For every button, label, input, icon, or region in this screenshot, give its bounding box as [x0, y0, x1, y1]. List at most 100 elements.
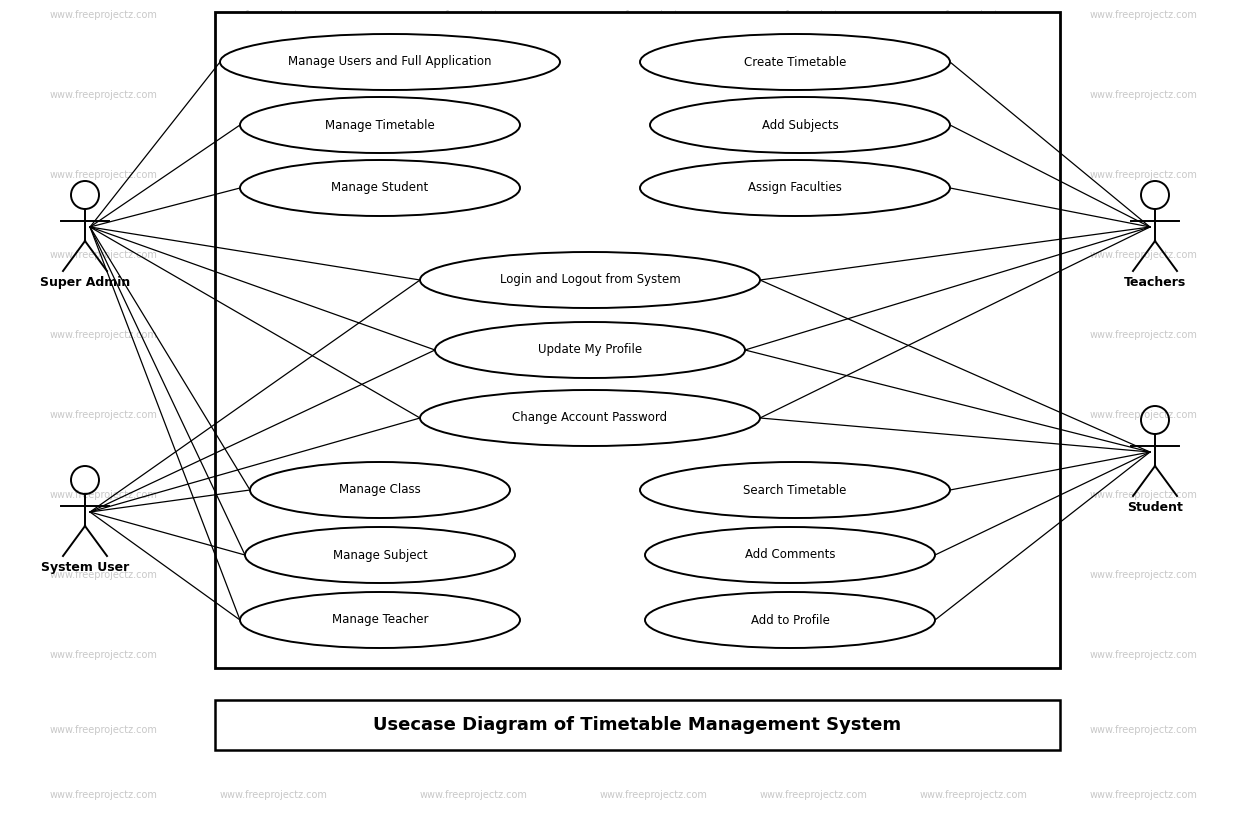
Text: www.freeprojectz.com: www.freeprojectz.com: [1090, 650, 1198, 660]
Text: www.freeprojectz.com: www.freeprojectz.com: [760, 570, 868, 580]
Text: www.freeprojectz.com: www.freeprojectz.com: [1090, 90, 1198, 100]
Text: Super Admin: Super Admin: [40, 276, 130, 289]
Text: www.freeprojectz.com: www.freeprojectz.com: [1090, 10, 1198, 20]
Text: www.freeprojectz.com: www.freeprojectz.com: [50, 90, 158, 100]
Text: www.freeprojectz.com: www.freeprojectz.com: [419, 725, 528, 735]
Text: www.freeprojectz.com: www.freeprojectz.com: [920, 790, 1028, 800]
Text: Manage Student: Manage Student: [332, 182, 428, 194]
Text: www.freeprojectz.com: www.freeprojectz.com: [600, 10, 707, 20]
Text: www.freeprojectz.com: www.freeprojectz.com: [600, 250, 707, 260]
Text: Manage Users and Full Application: Manage Users and Full Application: [288, 56, 492, 69]
Text: www.freeprojectz.com: www.freeprojectz.com: [760, 170, 868, 180]
Text: www.freeprojectz.com: www.freeprojectz.com: [600, 725, 707, 735]
Text: www.freeprojectz.com: www.freeprojectz.com: [1090, 570, 1198, 580]
Text: www.freeprojectz.com: www.freeprojectz.com: [920, 570, 1028, 580]
Text: www.freeprojectz.com: www.freeprojectz.com: [50, 490, 158, 500]
Ellipse shape: [645, 592, 935, 648]
Text: Add Subjects: Add Subjects: [761, 119, 839, 132]
Text: www.freeprojectz.com: www.freeprojectz.com: [419, 570, 528, 580]
Text: www.freeprojectz.com: www.freeprojectz.com: [50, 790, 158, 800]
Text: www.freeprojectz.com: www.freeprojectz.com: [1090, 330, 1198, 340]
Text: Manage Teacher: Manage Teacher: [332, 613, 428, 627]
Text: www.freeprojectz.com: www.freeprojectz.com: [600, 170, 707, 180]
Text: www.freeprojectz.com: www.freeprojectz.com: [760, 725, 868, 735]
Text: www.freeprojectz.com: www.freeprojectz.com: [920, 490, 1028, 500]
Text: www.freeprojectz.com: www.freeprojectz.com: [600, 650, 707, 660]
Text: www.freeprojectz.com: www.freeprojectz.com: [600, 90, 707, 100]
Ellipse shape: [640, 34, 950, 90]
Text: www.freeprojectz.com: www.freeprojectz.com: [419, 90, 528, 100]
Text: www.freeprojectz.com: www.freeprojectz.com: [220, 650, 328, 660]
Text: System User: System User: [41, 561, 129, 574]
Ellipse shape: [250, 462, 510, 518]
Text: www.freeprojectz.com: www.freeprojectz.com: [419, 250, 528, 260]
Text: www.freeprojectz.com: www.freeprojectz.com: [920, 650, 1028, 660]
Text: www.freeprojectz.com: www.freeprojectz.com: [1090, 490, 1198, 500]
Ellipse shape: [640, 160, 950, 216]
Text: www.freeprojectz.com: www.freeprojectz.com: [50, 410, 158, 420]
Text: www.freeprojectz.com: www.freeprojectz.com: [760, 330, 868, 340]
Text: www.freeprojectz.com: www.freeprojectz.com: [760, 90, 868, 100]
Text: www.freeprojectz.com: www.freeprojectz.com: [760, 250, 868, 260]
Text: Student: Student: [1127, 501, 1183, 514]
Text: www.freeprojectz.com: www.freeprojectz.com: [419, 330, 528, 340]
Text: www.freeprojectz.com: www.freeprojectz.com: [600, 330, 707, 340]
Text: www.freeprojectz.com: www.freeprojectz.com: [920, 170, 1028, 180]
Text: www.freeprojectz.com: www.freeprojectz.com: [760, 10, 868, 20]
Text: www.freeprojectz.com: www.freeprojectz.com: [1090, 410, 1198, 420]
Text: www.freeprojectz.com: www.freeprojectz.com: [419, 10, 528, 20]
Ellipse shape: [434, 322, 745, 378]
Text: www.freeprojectz.com: www.freeprojectz.com: [760, 490, 868, 500]
Text: www.freeprojectz.com: www.freeprojectz.com: [760, 410, 868, 420]
Text: www.freeprojectz.com: www.freeprojectz.com: [419, 170, 528, 180]
Text: www.freeprojectz.com: www.freeprojectz.com: [600, 490, 707, 500]
Text: Teachers: Teachers: [1124, 276, 1186, 289]
Ellipse shape: [245, 527, 515, 583]
Text: www.freeprojectz.com: www.freeprojectz.com: [220, 330, 328, 340]
Text: Change Account Password: Change Account Password: [512, 411, 667, 424]
Text: www.freeprojectz.com: www.freeprojectz.com: [419, 790, 528, 800]
Text: www.freeprojectz.com: www.freeprojectz.com: [920, 90, 1028, 100]
Text: Add to Profile: Add to Profile: [750, 613, 829, 627]
Text: www.freeprojectz.com: www.freeprojectz.com: [600, 570, 707, 580]
Text: www.freeprojectz.com: www.freeprojectz.com: [920, 10, 1028, 20]
Text: www.freeprojectz.com: www.freeprojectz.com: [1090, 170, 1198, 180]
Text: www.freeprojectz.com: www.freeprojectz.com: [50, 725, 158, 735]
Text: www.freeprojectz.com: www.freeprojectz.com: [50, 250, 158, 260]
Ellipse shape: [240, 592, 520, 648]
Text: www.freeprojectz.com: www.freeprojectz.com: [920, 250, 1028, 260]
Text: www.freeprojectz.com: www.freeprojectz.com: [760, 650, 868, 660]
Text: www.freeprojectz.com: www.freeprojectz.com: [220, 410, 328, 420]
Bar: [215, 12, 1060, 668]
Ellipse shape: [645, 527, 935, 583]
Text: www.freeprojectz.com: www.freeprojectz.com: [419, 410, 528, 420]
Text: Assign Faculties: Assign Faculties: [747, 182, 841, 194]
Ellipse shape: [650, 97, 950, 153]
Bar: [215, 700, 1060, 750]
Text: www.freeprojectz.com: www.freeprojectz.com: [220, 790, 328, 800]
Text: www.freeprojectz.com: www.freeprojectz.com: [920, 330, 1028, 340]
Ellipse shape: [240, 97, 520, 153]
Text: www.freeprojectz.com: www.freeprojectz.com: [419, 490, 528, 500]
Text: www.freeprojectz.com: www.freeprojectz.com: [1090, 725, 1198, 735]
Text: www.freeprojectz.com: www.freeprojectz.com: [600, 410, 707, 420]
Text: www.freeprojectz.com: www.freeprojectz.com: [50, 170, 158, 180]
Text: www.freeprojectz.com: www.freeprojectz.com: [50, 10, 158, 20]
Text: Manage Subject: Manage Subject: [333, 549, 427, 562]
Text: www.freeprojectz.com: www.freeprojectz.com: [220, 490, 328, 500]
Text: www.freeprojectz.com: www.freeprojectz.com: [1090, 790, 1198, 800]
Text: www.freeprojectz.com: www.freeprojectz.com: [50, 570, 158, 580]
Text: www.freeprojectz.com: www.freeprojectz.com: [220, 725, 328, 735]
Text: Create Timetable: Create Timetable: [744, 56, 846, 69]
Text: www.freeprojectz.com: www.freeprojectz.com: [760, 790, 868, 800]
Text: www.freeprojectz.com: www.freeprojectz.com: [50, 650, 158, 660]
Text: www.freeprojectz.com: www.freeprojectz.com: [220, 170, 328, 180]
Text: www.freeprojectz.com: www.freeprojectz.com: [1090, 250, 1198, 260]
Ellipse shape: [220, 34, 560, 90]
Text: Login and Logout from System: Login and Logout from System: [500, 274, 680, 287]
Text: Update My Profile: Update My Profile: [538, 343, 642, 356]
Text: www.freeprojectz.com: www.freeprojectz.com: [220, 570, 328, 580]
Ellipse shape: [640, 462, 950, 518]
Text: www.freeprojectz.com: www.freeprojectz.com: [419, 650, 528, 660]
Text: Add Comments: Add Comments: [745, 549, 835, 562]
